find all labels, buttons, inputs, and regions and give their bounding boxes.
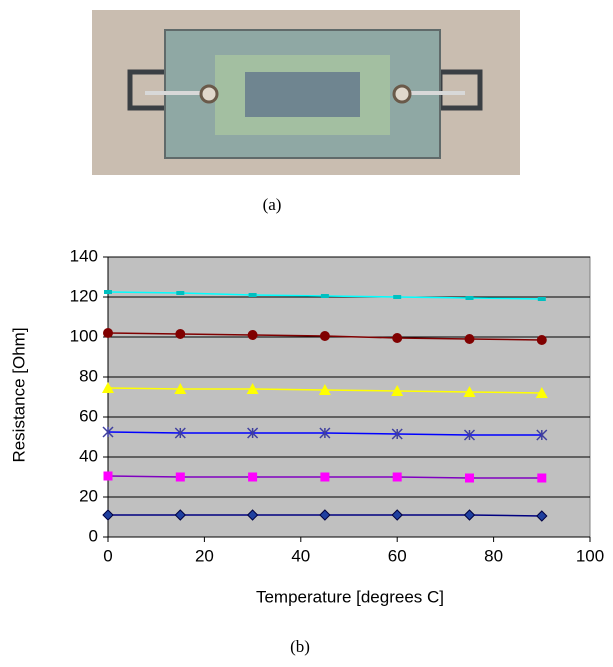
marker	[103, 328, 113, 338]
marker	[466, 296, 474, 300]
y-tick-label: 80	[79, 366, 98, 385]
marker	[321, 294, 329, 298]
marker	[320, 331, 330, 341]
x-tick-label: 80	[484, 546, 503, 565]
y-tick-label: 140	[70, 246, 98, 265]
marker	[537, 335, 547, 345]
marker	[176, 291, 184, 295]
marker	[538, 297, 546, 301]
marker	[465, 334, 475, 344]
x-tick-label: 100	[576, 546, 604, 565]
marker	[249, 293, 257, 297]
caption: (b)	[290, 637, 310, 656]
y-tick-label: 100	[70, 326, 98, 345]
y-tick-label: 20	[79, 486, 98, 505]
x-tick-label: 20	[195, 546, 214, 565]
y-tick-label: 40	[79, 446, 98, 465]
marker	[537, 474, 546, 483]
x-tick-label: 40	[291, 546, 310, 565]
y-tick-label: 120	[70, 286, 98, 305]
marker	[393, 473, 402, 482]
marker	[104, 472, 113, 481]
marker	[175, 329, 185, 339]
y-axis-title: Resistance [Ohm]	[9, 327, 28, 462]
marker	[248, 330, 258, 340]
x-axis-title: Temperature [degrees C]	[256, 587, 444, 606]
marker	[176, 473, 185, 482]
x-tick-label: 0	[103, 546, 112, 565]
chip-center	[245, 72, 360, 117]
y-tick-label: 0	[89, 526, 98, 545]
figure: (a) (b) Temperature [degrees C] Resistan…	[0, 0, 613, 662]
marker	[465, 474, 474, 483]
x-tick-label: 60	[388, 546, 407, 565]
contact	[201, 86, 217, 102]
caption: (a)	[263, 195, 282, 214]
photo	[92, 10, 520, 175]
marker	[393, 295, 401, 299]
marker	[104, 290, 112, 294]
marker	[320, 473, 329, 482]
contact	[394, 86, 410, 102]
marker	[392, 333, 402, 343]
y-tick-label: 60	[79, 406, 98, 425]
page: (a) (b) Temperature [degrees C] Resistan…	[0, 0, 613, 667]
marker	[248, 473, 257, 482]
